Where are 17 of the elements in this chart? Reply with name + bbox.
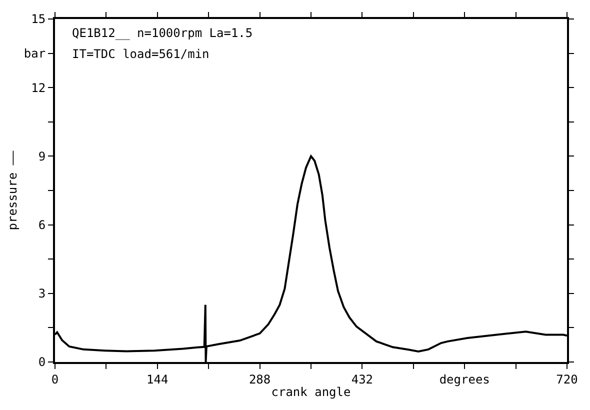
annotation: QE1B12__ n=1000rpm La=1.5 [72,26,253,40]
y-tick-label: 9 [38,149,46,164]
x-tick-label: degrees [439,372,490,386]
y-tick-label: 3 [38,286,46,301]
y-tick-label: 12 [31,80,46,95]
y-tick-label: 6 [38,218,46,232]
x-tick-label: 432 [351,372,374,386]
y-tick-label: bar [24,46,46,60]
x-axis-title: crank angle [271,384,351,399]
x-tick-label: 720 [556,372,578,386]
y-tick-label: 15 [31,12,46,26]
x-tick-label: 288 [248,372,271,386]
y-axis-title: pressure —— [6,150,20,230]
x-tick-label: 0 [51,372,59,386]
annotation: IT=TDC load=561/min [72,47,210,61]
x-tick-label: 144 [146,372,168,386]
y-tick-label: 0 [38,355,46,370]
